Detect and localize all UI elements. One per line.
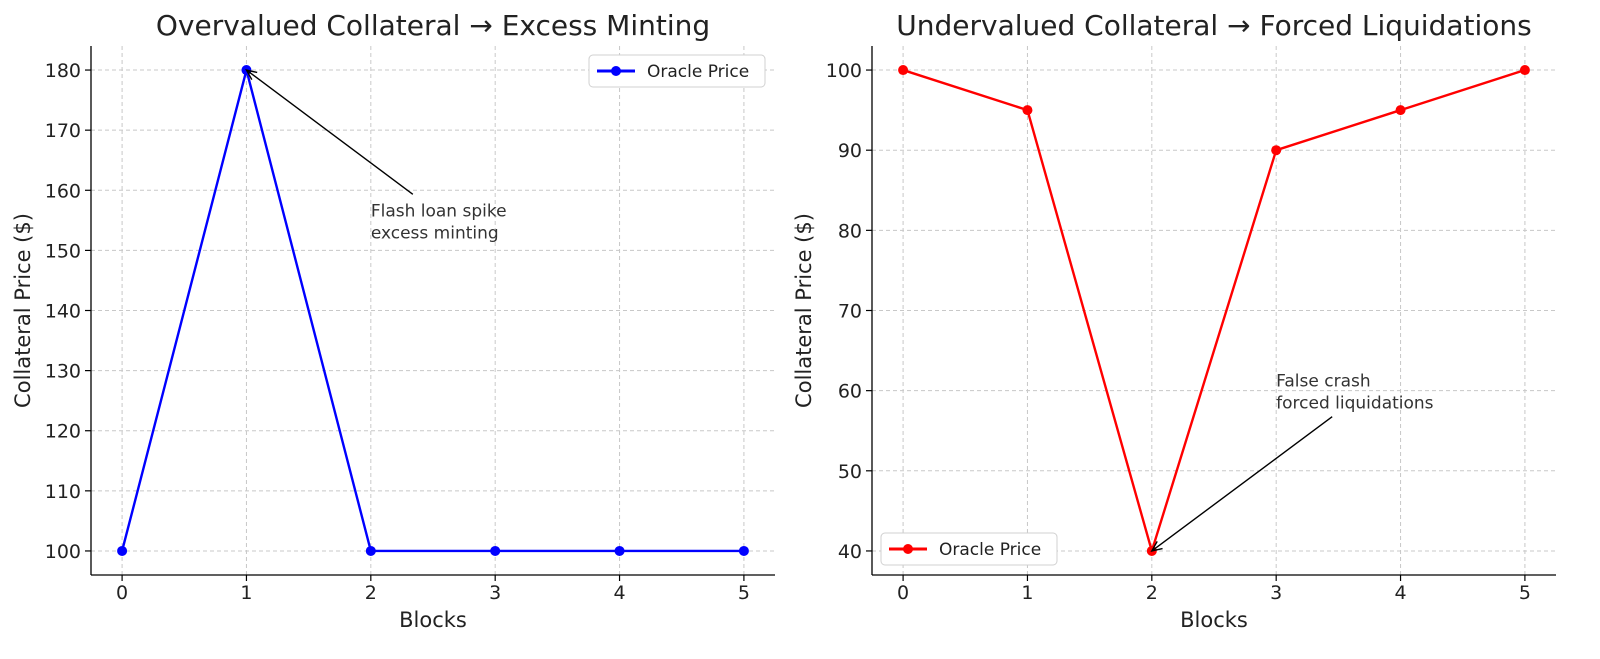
x-tick-label: 0 [897,582,909,604]
data-point [490,545,501,556]
annotation: Flash loan spike excess minting [245,69,507,243]
annotation-line-1: False crash [1276,372,1370,392]
y-axis-ticks: 100 110 120 130 140 150 160 170 180 [45,60,91,563]
legend: Oracle Price [588,54,766,88]
y-tick-label: 170 [45,120,81,142]
chart-title: Overvalued Collateral → Excess Minting [156,9,710,42]
legend-label: Oracle Price [939,540,1041,560]
x-axis-label: Blocks [1180,608,1248,632]
legend-box [588,54,766,88]
data-point [1395,105,1406,116]
legend-label: Oracle Price [647,62,749,82]
y-tick-label: 150 [45,240,81,262]
annotation: False crash forced liquidations [1150,372,1434,552]
annotation-line-1: Flash loan spike [371,201,507,221]
y-tick-label: 40 [838,541,862,563]
x-tick-label: 3 [1270,582,1282,604]
legend-marker-swatch [611,66,621,76]
legend-marker-swatch [903,544,913,554]
x-tick-label: 3 [489,582,501,604]
x-tick-label: 5 [738,582,750,604]
grid-layer [91,46,775,575]
data-point [614,545,625,556]
series-line [120,68,744,553]
y-tick-label: 100 [45,541,81,563]
legend-box [880,532,1058,566]
x-tick-label: 4 [1394,582,1406,604]
y-tick-label: 130 [45,361,81,383]
y-tick-label: 80 [838,220,862,242]
y-tick-label: 110 [45,481,81,503]
annotation-arrow-line [1151,416,1333,552]
y-tick-label: 160 [45,180,81,202]
annotation-line-2: excess minting [371,223,499,243]
y-tick-label: 90 [838,140,862,162]
y-tick-label: 70 [838,301,862,323]
data-point [1519,65,1530,76]
y-tick-label: 100 [826,60,862,82]
data-point [1022,105,1033,116]
data-point [898,65,909,76]
y-axis-ticks: 40 50 60 70 80 90 100 [826,60,872,563]
data-point [1271,145,1282,156]
y-tick-label: 50 [838,461,862,483]
x-tick-label: 2 [1146,582,1158,604]
y-tick-label: 140 [45,301,81,323]
chart-panel-right: Undervalued Collateral → Forced Liquidat… [792,9,1556,632]
data-point [117,545,128,556]
x-axis-ticks: 0 1 2 3 4 5 [897,575,1531,604]
x-axis-ticks: 0 1 2 3 4 5 [116,575,750,604]
x-tick-label: 1 [1021,582,1033,604]
chart-title: Undervalued Collateral → Forced Liquidat… [896,9,1531,42]
annotation-arrow-head [1150,541,1163,552]
chart-panel-left: Overvalued Collateral → Excess Minting 0… [11,9,775,632]
x-tick-label: 5 [1519,582,1531,604]
x-axis-label: Blocks [399,608,467,632]
data-point [365,545,376,556]
annotation-line-2: forced liquidations [1276,394,1434,414]
y-axis-label: Collateral Price ($) [792,213,816,408]
legend: Oracle Price [880,532,1058,566]
y-tick-label: 120 [45,421,81,443]
x-tick-label: 1 [240,582,252,604]
x-tick-label: 4 [613,582,625,604]
annotation-arrow-head [245,69,258,80]
y-tick-label: 60 [838,381,862,403]
data-point [738,545,749,556]
series-line [902,68,1526,553]
x-tick-label: 2 [365,582,377,604]
y-tick-label: 180 [45,60,81,82]
annotation-arrow-line [246,69,414,195]
x-tick-label: 0 [116,582,128,604]
grid-layer [872,46,1556,575]
series-layer [117,65,749,556]
y-axis-label: Collateral Price ($) [11,213,35,408]
